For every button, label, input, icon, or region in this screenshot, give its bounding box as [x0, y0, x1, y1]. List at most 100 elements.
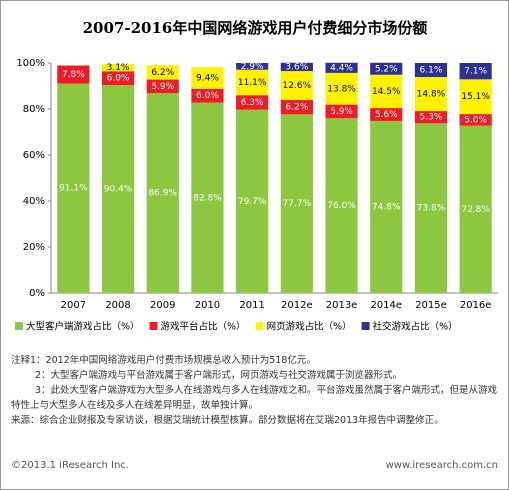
value-label: 7.1%	[464, 67, 487, 77]
y-tick-label: 0%	[29, 288, 45, 299]
bar-segment	[236, 109, 269, 293]
y-tick-label: 40%	[23, 196, 45, 207]
x-tick-label: 2014e	[370, 300, 402, 311]
bar-segment	[414, 111, 448, 124]
value-label: 6.0%	[196, 91, 219, 101]
legend-label: 大型客户端游戏占比（%）	[26, 321, 140, 333]
x-tick-label: 2015e	[415, 300, 447, 311]
x-tick-label: 2010	[195, 300, 220, 311]
chart: 2007-2016年中国网络游戏用户付费细分市场份额 0% 20% 40% 60% 80…	[15, 19, 498, 333]
bar-segment	[370, 108, 403, 121]
bar-segment	[459, 79, 492, 115]
value-label: 6.1%	[420, 66, 443, 76]
y-tick-label: 100%	[16, 58, 45, 69]
bar-segment	[325, 62, 358, 73]
value-label: 2.9%	[241, 62, 264, 72]
bar-segment	[280, 62, 313, 72]
bar-segment	[325, 72, 358, 105]
legend-swatch	[15, 322, 23, 330]
value-label: 14.8%	[417, 90, 446, 100]
bar-segment	[57, 83, 90, 293]
bar-segment	[280, 114, 313, 293]
value-label: 7.8%	[62, 70, 85, 80]
bar-segment	[414, 123, 448, 293]
bar-segment	[191, 88, 224, 103]
value-label: 6.2%	[285, 103, 308, 113]
note: 3：此处大型客户端游戏为大型多人在线游戏与多人在线游戏之和。平台游戏虽然属于客户…	[11, 385, 498, 411]
value-label: 91.1%	[59, 184, 88, 194]
value-label: 4.4%	[330, 63, 353, 73]
y-tick-label: 60%	[23, 150, 45, 161]
value-label: 73.8%	[417, 204, 446, 214]
bar-segment	[414, 63, 448, 78]
x-tick-label: 2007	[61, 300, 86, 311]
bar-segment	[146, 79, 179, 94]
bar-segment	[101, 85, 135, 293]
x-tick-label: 2011	[239, 300, 264, 311]
footer-left: ©2013.1 iResearch Inc.	[11, 460, 129, 471]
bar-segment	[370, 120, 403, 294]
bar-segment	[414, 77, 448, 112]
bar-segment	[191, 67, 224, 89]
value-label: 82.8%	[193, 193, 222, 203]
bar-segment	[370, 74, 403, 109]
bar-segment	[459, 114, 492, 126]
bar-segment	[280, 100, 313, 115]
note: 2：大型客户端游戏与平台游戏属于客户端形式，网页游戏与社交游戏属于浏览器形式。	[35, 370, 403, 381]
y-tick-label: 20%	[23, 242, 45, 253]
value-label: 86.9%	[148, 189, 177, 199]
value-label: 11.1%	[238, 78, 267, 88]
legend-swatch	[361, 322, 370, 330]
bar-segment	[280, 71, 313, 101]
value-label: 9.4%	[196, 73, 219, 83]
bar-segment	[191, 102, 224, 293]
value-label: 5.9%	[330, 107, 353, 117]
value-label: 6.0%	[107, 74, 130, 84]
bar-segment	[101, 64, 135, 72]
bar-segment	[236, 63, 269, 70]
note: 来源：综合企业财报及专家访谈，根据艾瑞统计模型核算。部分数据将在艾瑞2013年报…	[11, 415, 444, 426]
legend-label: 网页游戏占比（%）	[267, 321, 352, 333]
value-label: 72.8%	[461, 205, 490, 215]
bar-segment	[236, 95, 269, 110]
x-tick-label: 2013e	[326, 300, 358, 311]
value-label: 5.6%	[375, 110, 398, 120]
bar-segment	[459, 63, 492, 80]
value-label: 6.2%	[151, 68, 174, 78]
value-label: 79.7%	[238, 197, 267, 207]
y-tick-label: 80%	[23, 104, 45, 115]
x-tick-label: 2016e	[460, 300, 492, 311]
x-tick-label: 2009	[150, 300, 175, 311]
value-label: 6.3%	[241, 98, 264, 108]
value-label: 76.0%	[327, 201, 356, 211]
x-tick-label: 2012e	[281, 300, 313, 311]
legend-swatch	[255, 322, 264, 330]
value-label: 3.1%	[107, 63, 130, 73]
bar-segment	[146, 93, 179, 293]
bar-segment	[459, 125, 492, 293]
legend-label: 社交游戏占比（%）	[373, 321, 458, 333]
bar-segment	[325, 118, 358, 293]
value-label: 3.6%	[285, 62, 308, 72]
bar-segment	[236, 69, 269, 96]
legend-swatch	[149, 322, 158, 330]
value-label: 13.8%	[327, 84, 356, 94]
value-label: 77.7%	[283, 199, 312, 209]
value-label: 5.2%	[375, 64, 398, 74]
legend-label: 游戏平台占比（%）	[161, 321, 246, 333]
bar-segment	[325, 104, 358, 119]
bar-segment	[57, 65, 90, 84]
value-label: 5.0%	[464, 115, 487, 125]
bar-segment	[101, 71, 135, 86]
bar-segment	[370, 62, 403, 75]
bar-segment	[146, 65, 179, 80]
note: 注释1：2012年中国网络游戏用户付费市场规模总收入预计为518亿元。	[11, 355, 316, 366]
value-label: 74.8%	[372, 202, 401, 212]
value-label: 12.6%	[283, 81, 312, 91]
value-label: 5.9%	[151, 82, 174, 92]
value-label: 5.3%	[420, 113, 443, 123]
value-label: 15.1%	[461, 92, 490, 102]
value-label: 90.4%	[104, 185, 133, 195]
x-tick-label: 2008	[105, 300, 130, 311]
